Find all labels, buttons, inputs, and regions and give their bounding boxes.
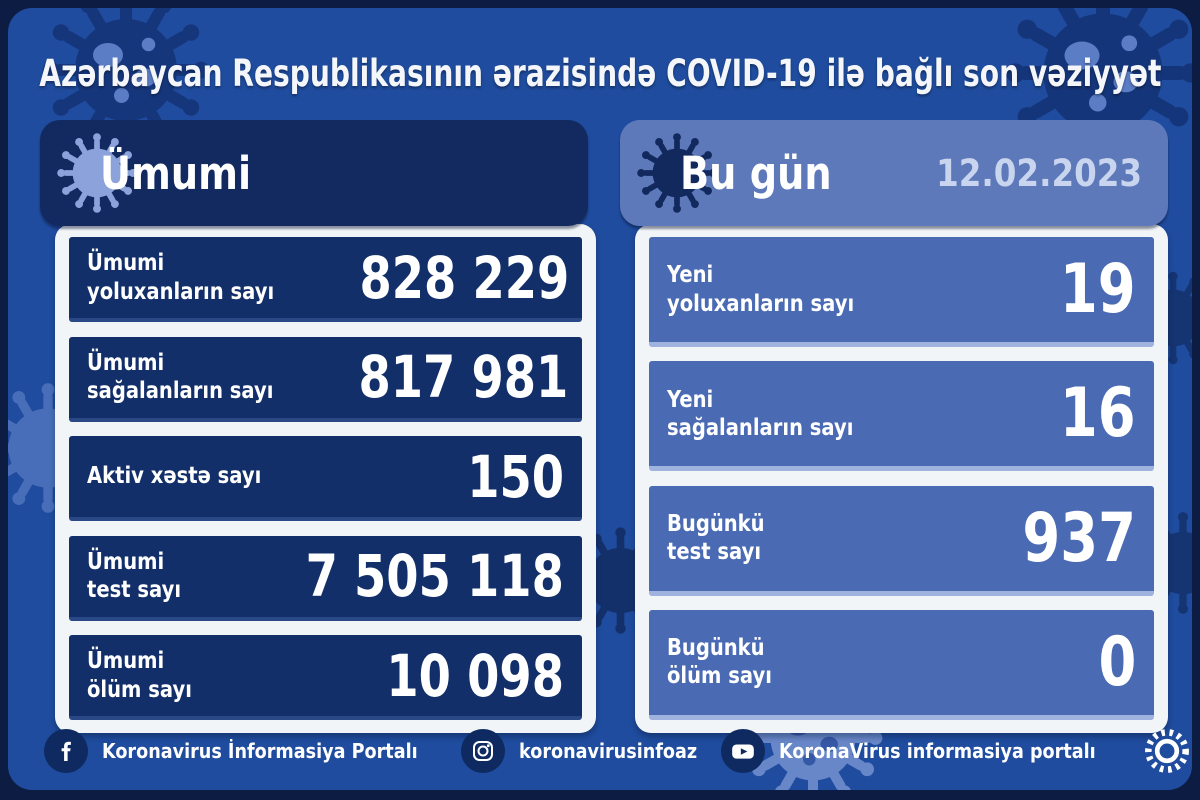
stat-row-total-recovered: Ümumi sağalanların sayı 817 981 xyxy=(69,336,582,422)
total-header: Ümumi xyxy=(40,120,588,226)
stat-label: Ümumi test sayı xyxy=(87,548,182,603)
virus-sun-icon xyxy=(1145,729,1189,773)
stat-label: Yeni yoluxanların sayı xyxy=(667,262,855,317)
instagram-label: koronavirusinfoaz xyxy=(518,739,697,763)
stat-row-new-recovered: Yeni sağalanların sayı 16 xyxy=(649,361,1154,472)
stat-label: Aktiv xəstə sayı xyxy=(87,463,262,490)
today-stats-panel: Yeni yoluxanların sayı 19 Yeni sağalanları… xyxy=(635,224,1168,733)
stat-value: 7 505 118 xyxy=(305,542,564,610)
stat-value: 817 981 xyxy=(358,343,569,411)
youtube-link[interactable]: KoronaVirus informasiya portalı xyxy=(721,729,1139,773)
stat-row-total-infected: Ümumi yoluxanların sayı 828 229 xyxy=(69,237,582,322)
stat-label: Bugünkü ölüm sayı xyxy=(667,635,772,690)
stat-value: 10 098 xyxy=(386,641,564,710)
stat-row-new-infected: Yeni yoluxanların sayı 19 xyxy=(649,237,1154,347)
today-header: Bu gün 12.02.2023 xyxy=(620,120,1168,226)
koronavirus-brand[interactable]: KoronaVirus info xyxy=(1139,723,1192,779)
stat-label: Ümumi yoluxanların sayı xyxy=(87,250,275,305)
page-title: Azərbaycan Respublikasının ərazisində CO… xyxy=(38,51,1162,95)
stat-value: 16 xyxy=(1060,374,1136,454)
report-date: 12.02.2023 xyxy=(936,151,1142,195)
stat-value: 0 xyxy=(1098,622,1136,702)
stat-value: 828 229 xyxy=(359,243,570,312)
infographic-card: Azərbaycan Respublikasının ərazisində CO… xyxy=(8,8,1192,790)
stat-label: Ümumi sağalanların sayı xyxy=(87,349,274,404)
youtube-label: KoronaVirus informasiya portalı xyxy=(779,739,1096,763)
stat-label: Ümumi ölüm sayı xyxy=(87,648,192,703)
total-stats-panel: Ümumi yoluxanların sayı 828 229 Ümumi sağa… xyxy=(55,224,596,733)
stat-value: 19 xyxy=(1060,250,1136,329)
total-header-label: Ümumi xyxy=(100,146,252,200)
facebook-label: Koronavirus İnformasiya Portalı xyxy=(102,739,418,763)
instagram-icon xyxy=(460,729,505,773)
facebook-icon xyxy=(44,729,88,773)
stat-row-today-deaths: Bugünkü ölüm sayı 0 xyxy=(649,609,1154,720)
today-header-label: Bu gün xyxy=(680,146,832,200)
stat-label: Yeni sağalanların sayı xyxy=(667,386,854,441)
stat-row-total-deaths: Ümumi ölüm sayı 10 098 xyxy=(69,635,582,720)
instagram-link[interactable]: koronavirusinfoaz xyxy=(460,729,721,773)
stat-row-today-tests: Bugünkü test sayı 937 xyxy=(649,485,1154,596)
youtube-icon xyxy=(721,729,766,773)
stat-value: 150 xyxy=(467,442,564,511)
title-bar: Azərbaycan Respublikasının ərazisində CO… xyxy=(8,36,1192,110)
stat-label: Bugünkü test sayı xyxy=(667,511,765,566)
stat-value: 937 xyxy=(1022,498,1136,578)
stat-row-active-cases: Aktiv xəstə sayı 150 xyxy=(69,436,582,521)
stat-row-total-tests: Ümumi test sayı 7 505 118 xyxy=(69,535,582,621)
footer: Koronavirus İnformasiya Portalı koronavi… xyxy=(44,724,1189,778)
facebook-link[interactable]: Koronavirus İnformasiya Portalı xyxy=(44,729,461,773)
